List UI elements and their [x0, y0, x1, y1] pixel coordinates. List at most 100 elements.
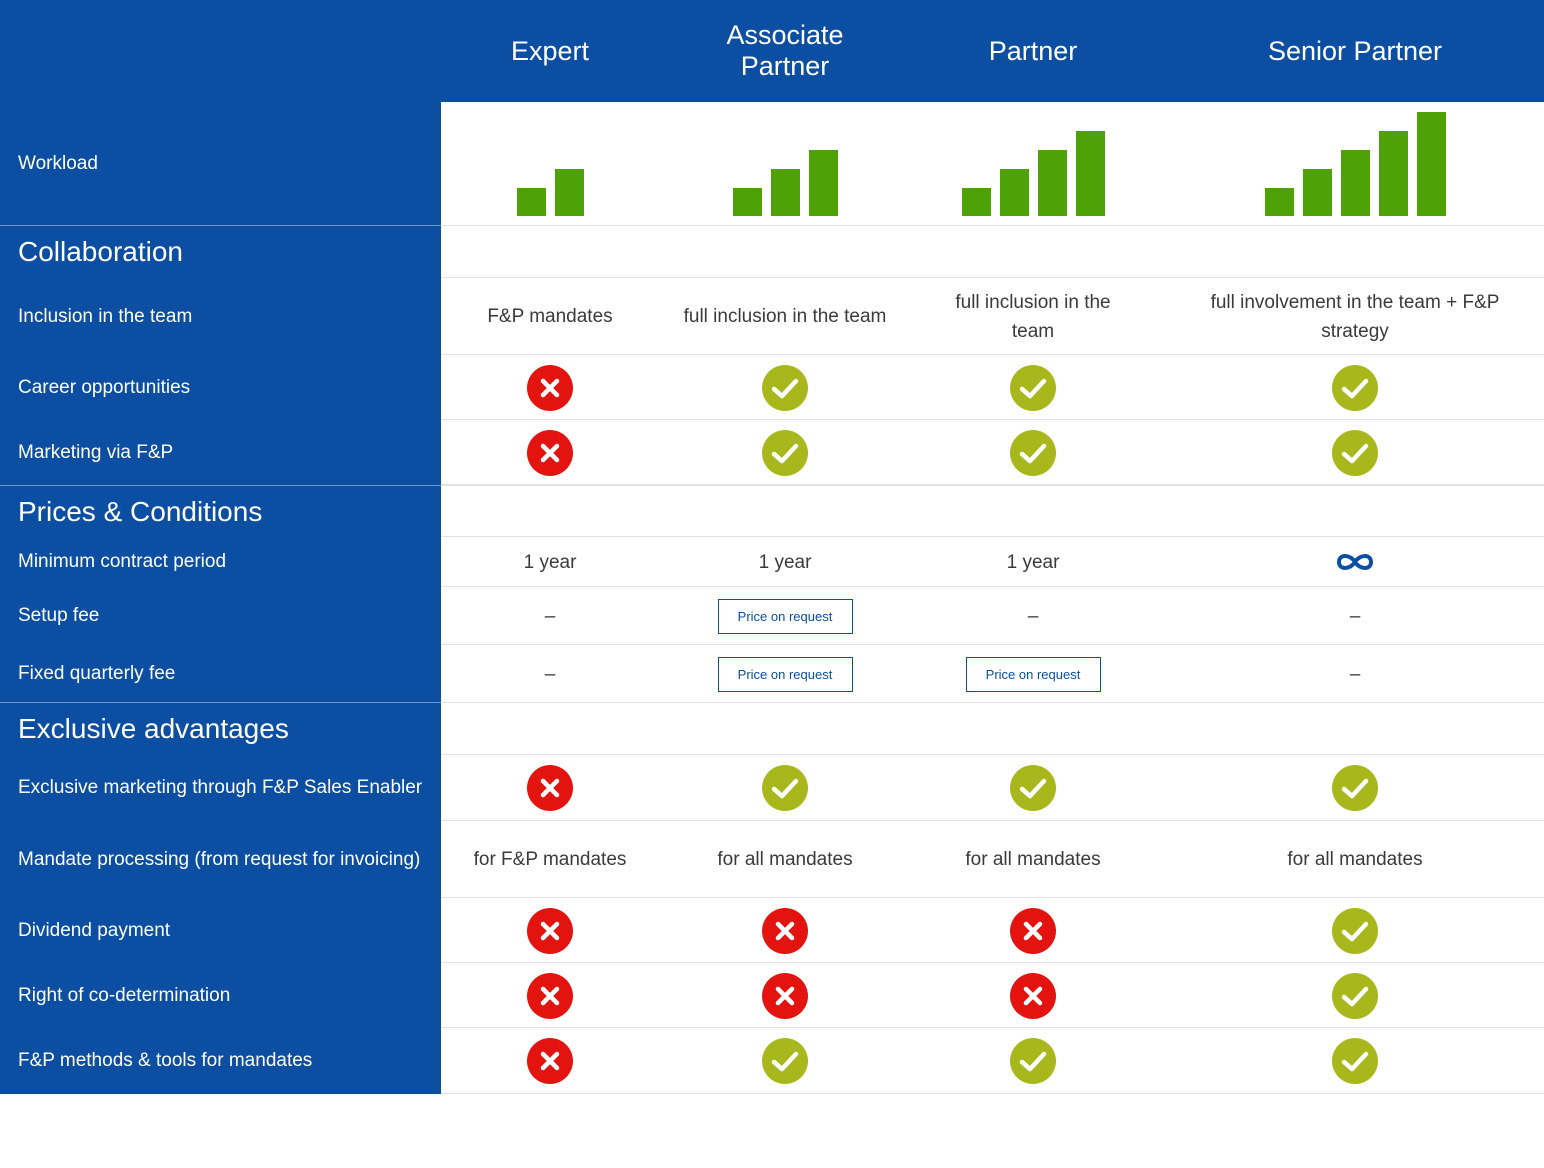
row-divider [441, 277, 1544, 278]
table-cell: 1 year [670, 537, 900, 587]
row-label: Right of co-determination [18, 984, 231, 1006]
table-cell: – [933, 587, 1133, 645]
check-circle-icon [762, 1038, 808, 1084]
table-cell: Price on request [670, 645, 900, 703]
cross-circle-icon [762, 907, 808, 954]
table-cell: – [445, 587, 655, 645]
cell-value: for all mandates [965, 849, 1101, 870]
workload-bar [732, 188, 762, 216]
section-title-prices-conditions: Prices & Conditions [18, 495, 263, 527]
workload-bar [999, 169, 1029, 216]
cell-value: full involvement in the team + F&P strat… [1210, 291, 1500, 342]
row-label-sidebar [0, 102, 441, 1094]
row-label: Minimum contract period [18, 551, 227, 572]
price-on-request-button[interactable]: Price on request [717, 598, 853, 634]
table-cell: F&P mandates [445, 278, 655, 355]
cross-circle-icon [1010, 972, 1056, 1019]
table-cell: – [445, 645, 655, 703]
workload-bar [961, 188, 991, 216]
section-title-collaboration: Collaboration [18, 236, 183, 267]
table-cell [445, 1028, 655, 1094]
row-divider [441, 644, 1544, 645]
check-circle-icon [762, 765, 808, 811]
workload-bar [1340, 150, 1370, 216]
table-cell [1190, 1028, 1520, 1094]
check-circle-icon [762, 364, 808, 411]
row-label: Setup fee [18, 605, 100, 626]
row-divider [441, 1027, 1544, 1028]
cross-circle-icon [527, 1038, 573, 1084]
column-header-associate-partner: Associate Partner [726, 20, 844, 81]
table-cell: for all mandates [933, 821, 1133, 898]
cross-circle-icon [1010, 907, 1056, 954]
table-cell: for all mandates [670, 821, 900, 898]
cell-value: – [1027, 605, 1039, 627]
row-divider [441, 1093, 1544, 1094]
table-cell [1190, 537, 1520, 587]
cell-value: 1 year [523, 551, 577, 573]
check-circle-icon [1332, 907, 1378, 954]
table-cell [670, 963, 900, 1028]
workload-bar [1037, 150, 1067, 216]
cell-value: for all mandates [1287, 849, 1423, 870]
table-cell [1190, 420, 1520, 485]
table-cell [1190, 963, 1520, 1028]
price-on-request-button[interactable]: Price on request [717, 656, 853, 692]
cross-circle-icon [762, 972, 808, 1019]
table-cell [933, 1028, 1133, 1094]
workload-bar [1416, 112, 1446, 216]
table-cell: full inclusion in the team [933, 278, 1133, 355]
table-cell [933, 355, 1133, 420]
table-cell [670, 420, 900, 485]
price-on-request-button[interactable]: Price on request [965, 656, 1101, 692]
check-circle-icon [1332, 364, 1378, 411]
row-label: Dividend payment [18, 919, 171, 941]
table-cell [933, 420, 1133, 485]
table-cell: Price on request [670, 587, 900, 645]
row-divider [441, 419, 1544, 420]
cross-circle-icon [527, 765, 573, 811]
workload-bar [1075, 131, 1105, 216]
row-label: Inclusion in the team [18, 305, 193, 327]
workload-bar [770, 169, 800, 216]
cell-value: – [544, 605, 556, 627]
table-cell: for F&P mandates [445, 821, 655, 898]
workload-bar [1378, 131, 1408, 216]
cell-value: 1 year [758, 551, 812, 573]
row-label: Marketing via F&P [18, 441, 174, 463]
table-cell: full inclusion in the team [670, 278, 900, 355]
table-cell [670, 355, 900, 420]
check-circle-icon [1332, 1038, 1378, 1084]
table-cell [670, 755, 900, 821]
table-cell [933, 755, 1133, 821]
row-divider [441, 820, 1544, 821]
section-divider [0, 702, 441, 703]
table-cell: – [1190, 587, 1520, 645]
infinity-icon [1335, 551, 1375, 573]
row-divider [441, 897, 1544, 898]
table-cell [445, 963, 655, 1028]
table-cell: Price on request [933, 645, 1133, 703]
row-divider [441, 536, 1544, 537]
row-divider [441, 354, 1544, 355]
cell-value: for all mandates [717, 849, 853, 870]
table-cell [445, 420, 655, 485]
column-header-partner: Partner [988, 35, 1078, 66]
cross-circle-icon [527, 907, 573, 954]
section-divider [0, 225, 441, 226]
row-label: Mandate processing (from request for inv… [18, 848, 421, 870]
row-divider [441, 962, 1544, 963]
cell-value: full inclusion in the team [955, 291, 1111, 342]
check-circle-icon [1010, 364, 1056, 411]
row-divider [441, 484, 1544, 485]
row-label: Exclusive marketing through F&P Sales En… [18, 777, 423, 798]
table-cell [1190, 898, 1520, 963]
column-header-expert: Expert [510, 35, 590, 66]
column-header-senior-partner: Senior Partner [1267, 35, 1443, 66]
check-circle-icon [1010, 429, 1056, 476]
row-divider [441, 485, 1544, 486]
check-circle-icon [1010, 1038, 1056, 1084]
cell-value: full inclusion in the team [683, 306, 887, 327]
table-cell [445, 755, 655, 821]
workload-bar [516, 188, 546, 216]
